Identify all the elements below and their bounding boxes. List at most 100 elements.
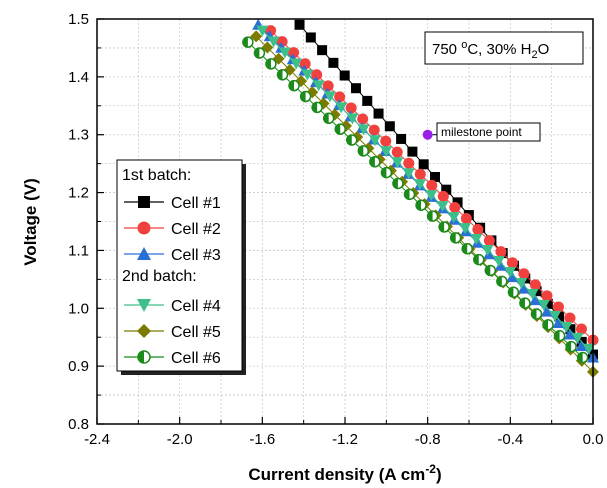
- legend-label: Cell #1: [171, 195, 221, 212]
- data-point: [452, 197, 463, 208]
- data-point: [429, 171, 440, 182]
- data-point: [328, 57, 339, 68]
- data-point: [312, 80, 325, 92]
- data-point: [346, 134, 358, 146]
- data-point: [402, 168, 415, 180]
- data-point: [407, 146, 418, 157]
- data-point: [391, 146, 403, 158]
- data-point: [334, 91, 346, 103]
- data-point: [506, 271, 519, 283]
- data-point: [368, 135, 381, 147]
- data-point: [256, 25, 269, 37]
- legend: 1st batch: 2nd batch: Cell #1 Cell #2 Cell…: [116, 159, 246, 375]
- data-point: [414, 168, 426, 180]
- data-point: [368, 124, 380, 136]
- data-point: [473, 253, 485, 266]
- data-point: [537, 299, 550, 311]
- data-point: [506, 257, 518, 269]
- data-point: [290, 58, 303, 70]
- y-tick-label: 1.3: [68, 127, 89, 144]
- data-point: [311, 101, 323, 114]
- data-point: [396, 133, 407, 144]
- data-point: [323, 91, 336, 103]
- data-point: [449, 201, 461, 213]
- data-point: [305, 32, 316, 43]
- data-point: [299, 90, 312, 103]
- data-point: [565, 324, 576, 335]
- data-point: [560, 321, 573, 333]
- data-point: [542, 298, 553, 309]
- data-point: [334, 123, 346, 135]
- data-point: [426, 179, 438, 191]
- data-point: [362, 95, 373, 106]
- legend-item: Cell #5: [124, 324, 221, 341]
- data-point: [470, 234, 483, 246]
- y-tick-label: 0.8: [68, 416, 89, 433]
- data-point: [496, 275, 508, 288]
- data-point: [403, 188, 416, 201]
- data-point: [426, 210, 439, 222]
- data-point: [437, 190, 449, 202]
- data-point: [380, 146, 393, 158]
- data-point: [472, 224, 484, 236]
- data-point: [553, 329, 566, 342]
- data-point: [299, 58, 311, 70]
- svg-text:750 oC, 30% H2O: 750 oC, 30% H2O: [432, 39, 549, 61]
- data-point: [449, 232, 462, 244]
- legend-item: Cell #6: [124, 350, 221, 367]
- legend-item: Cell #2: [124, 221, 221, 238]
- series-2: [265, 25, 599, 346]
- x-axis-title: Current density (A cm-2): [248, 462, 441, 484]
- data-point: [576, 351, 589, 364]
- data-point: [276, 36, 288, 48]
- legend-marker: [137, 247, 151, 260]
- data-point: [530, 308, 543, 320]
- data-point: [529, 279, 541, 291]
- data-point: [294, 19, 305, 30]
- x-tick-label: 0.0: [583, 431, 604, 448]
- data-point: [529, 294, 542, 306]
- data-point: [242, 36, 254, 48]
- data-point: [563, 328, 576, 340]
- y-axis-title: Voltage (V): [21, 178, 40, 266]
- milestone-label: milestone point: [441, 125, 522, 139]
- legend-label: Cell #4: [171, 298, 221, 315]
- x-tick-label: -0.4: [497, 431, 523, 448]
- data-point: [492, 256, 505, 268]
- data-point: [357, 113, 369, 125]
- data-point: [540, 305, 553, 317]
- legend-marker: [137, 350, 151, 364]
- data-point: [565, 340, 577, 353]
- x-tick-label: -0.8: [415, 431, 441, 448]
- data-point: [339, 70, 350, 81]
- data-point: [317, 45, 328, 56]
- data-point: [384, 121, 395, 132]
- legend-marker: [137, 221, 151, 235]
- data-point: [507, 286, 520, 298]
- data-point: [549, 310, 562, 322]
- data-point: [403, 157, 415, 169]
- data-point: [380, 135, 392, 147]
- x-tick-label: -2.4: [84, 431, 110, 448]
- milestone-point: [422, 129, 433, 140]
- data-point: [345, 102, 357, 114]
- data-point: [484, 264, 497, 277]
- data-point: [380, 166, 393, 179]
- data-point: [278, 47, 291, 59]
- data-point: [494, 259, 507, 271]
- data-point: [495, 246, 507, 258]
- series-6: [242, 36, 589, 364]
- data-point: [526, 288, 539, 300]
- data-point: [265, 58, 277, 70]
- data-point: [288, 79, 300, 92]
- y-tick-label: 1.4: [68, 69, 89, 86]
- legend-label: Cell #6: [171, 350, 221, 367]
- legend-marker: [137, 299, 151, 312]
- data-point: [438, 221, 450, 233]
- data-point: [357, 145, 370, 157]
- legend-item: Cell #1: [124, 195, 221, 212]
- data-point: [346, 113, 359, 125]
- data-point: [554, 311, 565, 322]
- y-tick-label: 0.9: [68, 358, 89, 375]
- data-point: [418, 159, 429, 170]
